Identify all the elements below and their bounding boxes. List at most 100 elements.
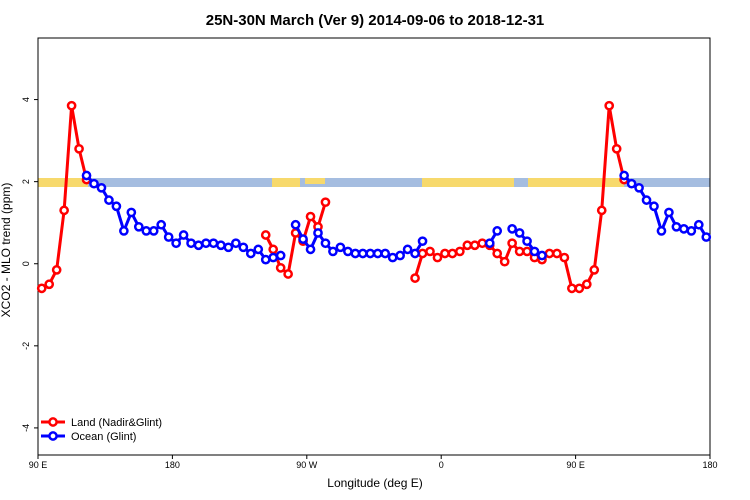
data-point bbox=[275, 250, 286, 261]
land-band bbox=[38, 178, 88, 187]
data-point bbox=[477, 238, 488, 249]
data-point bbox=[328, 246, 338, 257]
data-point bbox=[365, 248, 376, 259]
data-point bbox=[514, 228, 525, 238]
plot-frame bbox=[37, 37, 711, 456]
data-point bbox=[89, 178, 99, 189]
data-point bbox=[231, 238, 241, 249]
data-point bbox=[626, 178, 637, 189]
data-point bbox=[171, 238, 181, 249]
data-point bbox=[552, 248, 562, 259]
data-point bbox=[133, 221, 144, 232]
data-point bbox=[305, 244, 316, 255]
data-point bbox=[402, 244, 413, 255]
data-point bbox=[469, 240, 480, 251]
data-point bbox=[320, 197, 331, 208]
legend-marker bbox=[48, 417, 58, 427]
data-point bbox=[380, 248, 391, 259]
data-point bbox=[462, 240, 473, 251]
data-point bbox=[581, 279, 592, 290]
data-point bbox=[201, 238, 211, 249]
y-tick-label: -4 bbox=[21, 424, 31, 432]
land-band bbox=[422, 178, 514, 187]
data-point bbox=[44, 279, 55, 290]
data-point bbox=[589, 265, 600, 275]
chart-title: 25N-30N March (Ver 9) 2014-09-06 to 2018… bbox=[206, 12, 545, 29]
data-point bbox=[357, 248, 368, 259]
x-tick-label: 90 E bbox=[29, 460, 48, 470]
data-point bbox=[656, 226, 667, 236]
y-tick-label: 0 bbox=[21, 261, 31, 266]
x-tick-label: 90 E bbox=[566, 460, 585, 470]
data-point bbox=[81, 170, 92, 181]
data-point bbox=[253, 244, 264, 255]
data-point bbox=[619, 170, 629, 181]
x-tick-label: 180 bbox=[165, 460, 180, 470]
legend-marker bbox=[48, 431, 58, 441]
data-point bbox=[290, 219, 301, 230]
data-point bbox=[537, 250, 547, 261]
data-point bbox=[66, 100, 77, 111]
series-line bbox=[85, 174, 708, 262]
y-tick-label: 4 bbox=[21, 97, 31, 102]
data-point bbox=[507, 238, 517, 249]
data-point bbox=[268, 252, 279, 263]
data-point bbox=[611, 143, 622, 154]
data-point bbox=[634, 182, 644, 193]
data-point bbox=[223, 242, 234, 253]
data-point bbox=[36, 283, 47, 294]
data-point bbox=[260, 230, 271, 240]
data-point bbox=[163, 232, 174, 242]
data-point bbox=[387, 252, 398, 263]
data-point bbox=[350, 248, 361, 259]
data-point bbox=[574, 283, 585, 294]
data-point bbox=[567, 283, 577, 294]
x-tick-label: 90 W bbox=[296, 460, 318, 470]
data-point bbox=[492, 248, 503, 259]
data-point bbox=[410, 273, 420, 283]
land-band bbox=[305, 178, 325, 184]
data-point bbox=[111, 201, 122, 212]
data-point bbox=[417, 248, 428, 259]
data-point bbox=[148, 226, 159, 236]
data-point bbox=[641, 195, 652, 205]
land-ocean-band bbox=[38, 178, 710, 187]
data-point bbox=[514, 246, 525, 257]
data-point bbox=[492, 226, 503, 236]
legend-label: Ocean (Glint) bbox=[71, 431, 136, 443]
data-point bbox=[245, 248, 256, 259]
data-point bbox=[664, 207, 674, 218]
data-point bbox=[260, 254, 271, 265]
data-point bbox=[119, 226, 129, 236]
data-point bbox=[59, 205, 69, 216]
y-tick-label: 2 bbox=[21, 179, 31, 184]
land-band bbox=[272, 178, 300, 187]
data-point bbox=[484, 238, 495, 249]
data-point bbox=[126, 207, 137, 218]
data-point bbox=[604, 100, 615, 111]
land-band bbox=[528, 178, 624, 187]
data-point bbox=[51, 265, 62, 275]
y-axis-label: XCO2 - MLO trend (ppm) bbox=[0, 183, 13, 318]
data-point bbox=[343, 246, 353, 257]
data-point bbox=[238, 242, 249, 253]
data-point bbox=[283, 269, 293, 279]
data-point bbox=[156, 219, 167, 230]
data-point bbox=[432, 252, 443, 263]
data-point bbox=[275, 262, 286, 273]
data-point bbox=[686, 226, 697, 236]
data-point bbox=[679, 224, 689, 234]
data-point bbox=[320, 238, 331, 249]
data-point bbox=[186, 238, 196, 249]
data-point bbox=[208, 238, 219, 249]
x-axis-label: Longitude (deg E) bbox=[327, 476, 422, 490]
data-point bbox=[559, 252, 570, 263]
data-point bbox=[395, 250, 405, 261]
legend-label: Land (Nadir&Glint) bbox=[71, 417, 162, 429]
data-point bbox=[522, 246, 532, 257]
data-point bbox=[74, 143, 84, 154]
data-point bbox=[313, 228, 323, 238]
data-point bbox=[596, 205, 607, 216]
data-point bbox=[141, 226, 152, 236]
